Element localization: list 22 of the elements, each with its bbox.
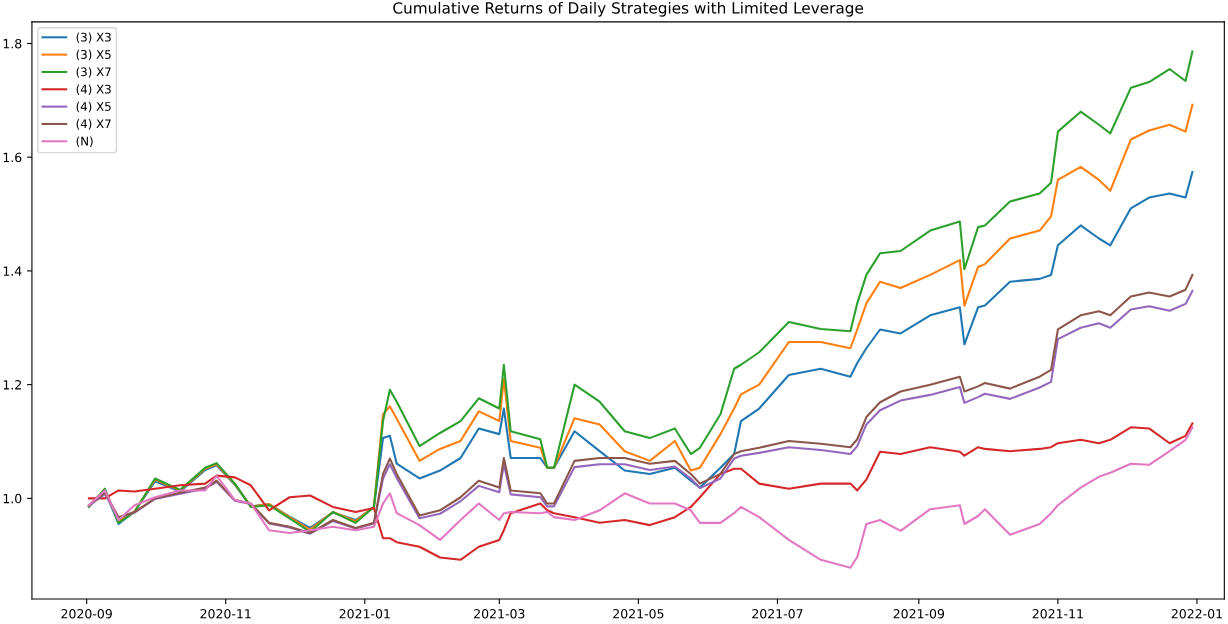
legend-label: (N)	[76, 136, 93, 147]
y-tick-label: 1.2	[3, 380, 21, 390]
x-tick-label: 2021-09	[893, 608, 945, 619]
legend-label: (3) X5	[76, 49, 111, 61]
x-tick-label: 2021-11	[1032, 608, 1083, 619]
y-tick-label: 1.4	[3, 266, 22, 276]
x-tick-label: 2021-07	[752, 608, 803, 619]
x-tick-label: 2020-09	[61, 608, 112, 619]
legend-label: (3) X3	[76, 32, 111, 43]
legend-label: (3) X7	[76, 67, 111, 78]
y-tick-label: 1.8	[3, 38, 22, 49]
x-tick-label: 2020-11	[200, 608, 251, 619]
legend-label: (4) X5	[76, 101, 111, 113]
legend-label: (4) X3	[76, 84, 111, 95]
x-tick-label: 2021-03	[474, 608, 525, 619]
x-tick-label: 2021-01	[339, 608, 390, 619]
legend-label: (4) X7	[76, 119, 111, 130]
x-tick-label: 2021-05	[613, 608, 664, 619]
chart-title: Cumulative Returns of Daily Strategies with Limited Leverage	[393, 1, 864, 17]
y-tick-label: 1.0	[3, 493, 22, 504]
x-tick-label: 2022-01	[1171, 608, 1222, 619]
y-tick-label: 1.6	[3, 152, 22, 163]
